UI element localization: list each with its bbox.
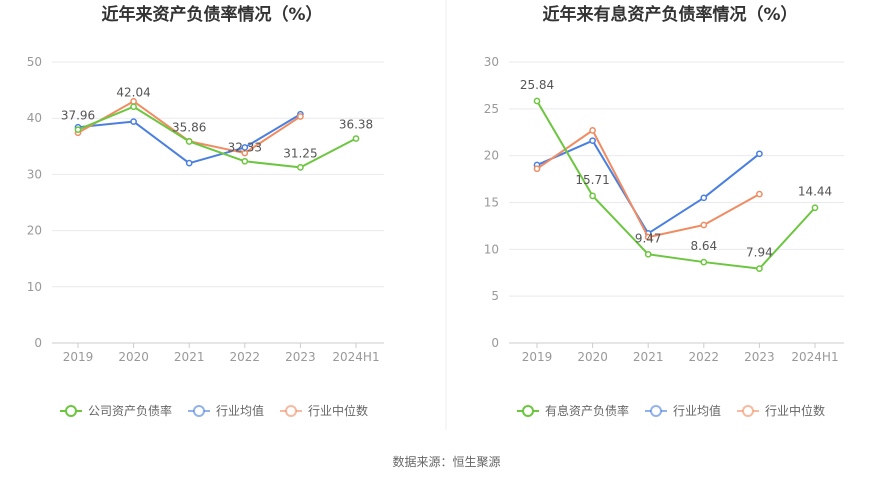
series-point [700,221,708,229]
series-point [297,164,304,171]
series-point [74,126,82,134]
series-line-3 [536,129,760,239]
legend-entry: 行业中位数 [765,403,825,418]
y-tick-label: 30 [27,167,42,181]
series-point [533,97,541,105]
x-tick-label: 2020 [577,350,608,364]
y-tick-label: 0 [34,336,42,350]
data-label: 35.86 [172,120,206,134]
chart-title: 近年来资产负债率情况（%） [101,4,322,25]
data-label: 37.96 [61,109,95,123]
y-tick-label: 40 [27,111,42,125]
series-line-1 [536,100,816,270]
series-point [589,137,596,145]
chart-panel-2: 近年来有息资产负债率情况（%） 0 5 10 15 20 25 30 2019 2020 2021 2… [484,4,844,418]
x-tick-label: 2023 [285,350,316,364]
data-source: 数据来源：恒生聚源 [392,454,500,469]
x-tick-label: 2021 [174,350,205,364]
legend-marker-dot [285,405,297,417]
data-label: 15.71 [575,173,609,187]
legend-marker-dot [193,405,205,417]
data-label: 32.33 [228,140,262,154]
series-point [352,135,360,142]
x-tick-label: 2019 [63,350,94,364]
y-tick-label: 5 [491,289,499,303]
series-line-1 [77,105,357,169]
y-tick-label: 10 [27,280,42,294]
chart-title: 近年来有息资产负债率情况（%） [542,4,797,25]
data-label: 8.64 [690,239,717,253]
series-point [644,250,652,258]
x-tick-label: 2020 [118,350,149,364]
legend-entry: 公司资产负债率 [88,403,172,418]
data-label: 7.94 [746,246,773,260]
chart-panel-1: 近年来资产负债率情况（%） 0 10 20 30 40 50 2019 2020 2021 2022… [27,4,384,418]
legend-marker-dot [65,405,77,417]
series-point [700,258,708,266]
legend-entry: 有息资产负债率 [545,403,629,418]
series-point [756,150,763,158]
y-tick-label: 0 [491,336,499,350]
data-label: 9.47 [635,231,662,245]
y-tick-label: 25 [484,102,499,116]
x-tick-label: 2024H1 [332,350,379,364]
series-point [700,194,708,202]
series-point [811,204,819,212]
x-tick-label: 2019 [522,350,553,364]
series-point [756,265,763,272]
series-point [756,190,763,198]
series-line-2 [536,139,761,235]
legend-entry: 行业中位数 [308,403,368,418]
x-tick-label: 2024H1 [791,350,838,364]
series-point [297,113,304,120]
series-point [589,192,596,200]
x-tick-label: 2023 [744,350,775,364]
series-point [533,165,541,173]
series-point [185,159,193,167]
series-point [130,103,137,111]
x-tick-label: 2022 [230,350,261,364]
y-tick-label: 20 [27,224,42,238]
data-label: 14.44 [798,185,832,199]
y-tick-label: 15 [484,196,499,210]
y-tick-label: 30 [484,55,499,69]
legend-marker-dot [650,405,662,417]
series-point [241,157,249,165]
legend-entry: 行业均值 [216,403,264,418]
series-point [644,233,652,241]
series-point [130,118,137,125]
legend-marker-dot [522,405,534,417]
x-tick-label: 2022 [689,350,720,364]
y-tick-label: 50 [27,55,42,69]
x-tick-label: 2021 [633,350,664,364]
series-point [589,127,596,134]
data-label: 31.25 [283,146,317,160]
data-label: 25.84 [520,78,554,92]
y-tick-label: 20 [484,149,499,163]
series-point [241,149,249,157]
legend-entry: 行业均值 [673,403,721,418]
series-point [185,138,193,145]
legend-marker-dot [742,405,754,417]
data-label: 42.04 [116,86,150,100]
y-tick-label: 10 [484,242,499,256]
data-label: 36.38 [339,118,373,132]
